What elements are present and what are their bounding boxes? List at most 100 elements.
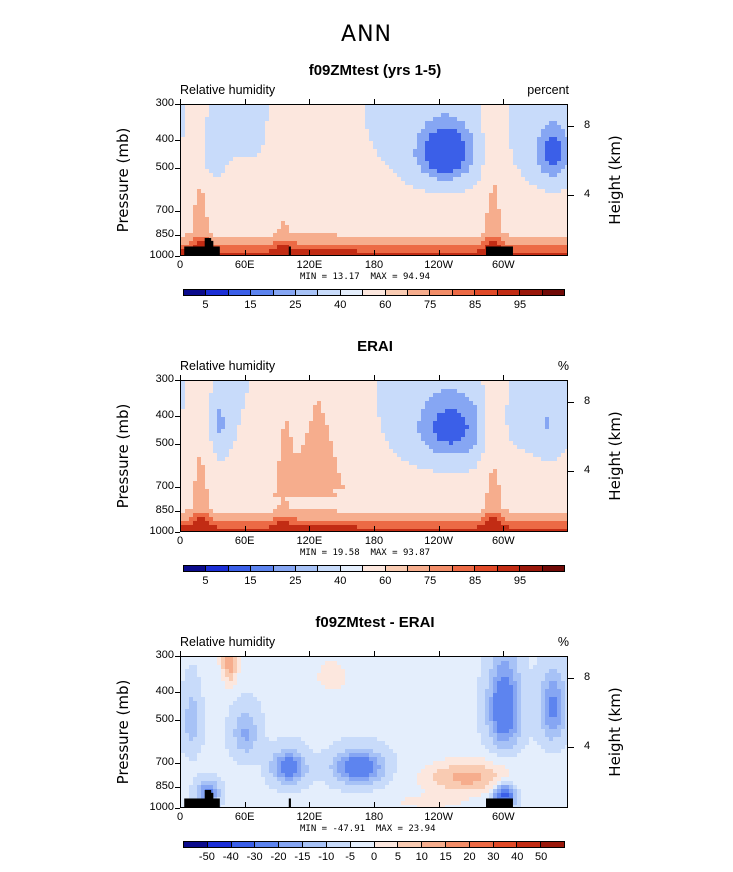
field-cell bbox=[381, 197, 386, 202]
field-cell bbox=[341, 165, 346, 170]
field-cell bbox=[561, 241, 566, 246]
field-cell bbox=[521, 381, 526, 386]
field-cell bbox=[341, 141, 346, 146]
field-cell bbox=[409, 429, 414, 434]
field-cell bbox=[517, 401, 522, 406]
field-cell bbox=[217, 185, 222, 190]
field-cell bbox=[497, 113, 502, 118]
field-cell bbox=[253, 165, 258, 170]
field-cell bbox=[277, 385, 282, 390]
field-cell bbox=[517, 149, 522, 154]
field-cell bbox=[549, 401, 554, 406]
field-cell bbox=[337, 241, 342, 246]
field-cell bbox=[293, 421, 298, 426]
field-cell bbox=[273, 429, 278, 434]
field-cell bbox=[453, 121, 458, 126]
field-cell bbox=[549, 217, 554, 222]
field-cell bbox=[237, 389, 242, 394]
field-cell bbox=[549, 385, 554, 390]
field-cell bbox=[269, 249, 274, 254]
field-cell bbox=[257, 217, 262, 222]
field-cell bbox=[365, 393, 370, 398]
field-cell bbox=[253, 397, 258, 402]
field-cell bbox=[417, 253, 422, 255]
field-cell bbox=[397, 237, 402, 242]
field-cell bbox=[297, 401, 302, 406]
field-cell bbox=[333, 149, 338, 154]
field-cell bbox=[229, 405, 234, 410]
field-cell bbox=[277, 245, 282, 250]
field-cell bbox=[309, 181, 314, 186]
field-cell bbox=[501, 133, 506, 138]
field-cell bbox=[525, 201, 530, 206]
field-cell bbox=[337, 189, 342, 194]
field-cell bbox=[389, 245, 394, 250]
field-cell bbox=[413, 221, 418, 226]
field-cell bbox=[197, 213, 202, 218]
field-cell bbox=[365, 161, 370, 166]
field-cell bbox=[349, 181, 354, 186]
field-cell bbox=[405, 109, 410, 114]
field-cell bbox=[501, 405, 506, 410]
field-cell bbox=[533, 205, 538, 210]
field-cell bbox=[405, 157, 410, 162]
field-cell bbox=[349, 385, 354, 390]
field-cell bbox=[261, 129, 266, 134]
field-cell bbox=[317, 189, 322, 194]
field-cell bbox=[525, 109, 530, 114]
field-cell bbox=[437, 389, 442, 394]
field-cell bbox=[317, 137, 322, 142]
field-cell bbox=[437, 197, 442, 202]
field-cell bbox=[193, 137, 198, 142]
field-cell bbox=[429, 245, 434, 250]
field-cell bbox=[393, 205, 398, 210]
field-cell bbox=[437, 397, 442, 402]
field-cell bbox=[425, 413, 430, 418]
field-cell bbox=[401, 233, 406, 238]
field-cell bbox=[453, 245, 458, 250]
field-cell bbox=[265, 253, 270, 255]
field-cell bbox=[233, 133, 238, 138]
field-cell bbox=[209, 141, 214, 146]
field-cell bbox=[245, 121, 250, 126]
field-cell bbox=[269, 389, 274, 394]
field-cell bbox=[221, 181, 226, 186]
field-cell bbox=[481, 401, 486, 406]
field-cell bbox=[461, 225, 466, 230]
field-cell bbox=[545, 117, 550, 122]
field-cell bbox=[213, 381, 218, 386]
field-cell bbox=[181, 217, 186, 222]
field-cell bbox=[201, 105, 206, 110]
field-cell bbox=[421, 153, 426, 158]
field-cell bbox=[329, 109, 334, 114]
field-cell bbox=[389, 233, 394, 238]
field-cell bbox=[473, 389, 478, 394]
height-tick-mark bbox=[568, 195, 574, 196]
field-cell bbox=[477, 221, 482, 226]
field-cell bbox=[261, 393, 266, 398]
field-cell bbox=[241, 417, 246, 422]
field-cell bbox=[497, 425, 502, 430]
field-cell bbox=[561, 145, 566, 150]
field-cell bbox=[265, 137, 270, 142]
field-cell bbox=[333, 397, 338, 402]
field-cell bbox=[513, 245, 518, 250]
field-cell bbox=[261, 173, 266, 178]
field-cell bbox=[501, 389, 506, 394]
field-cell bbox=[437, 149, 442, 154]
field-cell bbox=[369, 193, 374, 198]
field-cell bbox=[557, 241, 562, 246]
field-cell bbox=[233, 121, 238, 126]
field-cell bbox=[261, 161, 266, 166]
field-cell bbox=[313, 425, 318, 430]
min-value: 13.17 bbox=[332, 272, 360, 282]
field-cell bbox=[537, 381, 542, 386]
field-cell bbox=[561, 173, 566, 178]
field-cell bbox=[541, 133, 546, 138]
field-cell bbox=[209, 177, 214, 182]
field-cell bbox=[277, 225, 282, 230]
field-cell bbox=[317, 201, 322, 206]
field-cell bbox=[301, 109, 306, 114]
field-cell bbox=[293, 153, 298, 158]
field-cell bbox=[437, 421, 442, 426]
